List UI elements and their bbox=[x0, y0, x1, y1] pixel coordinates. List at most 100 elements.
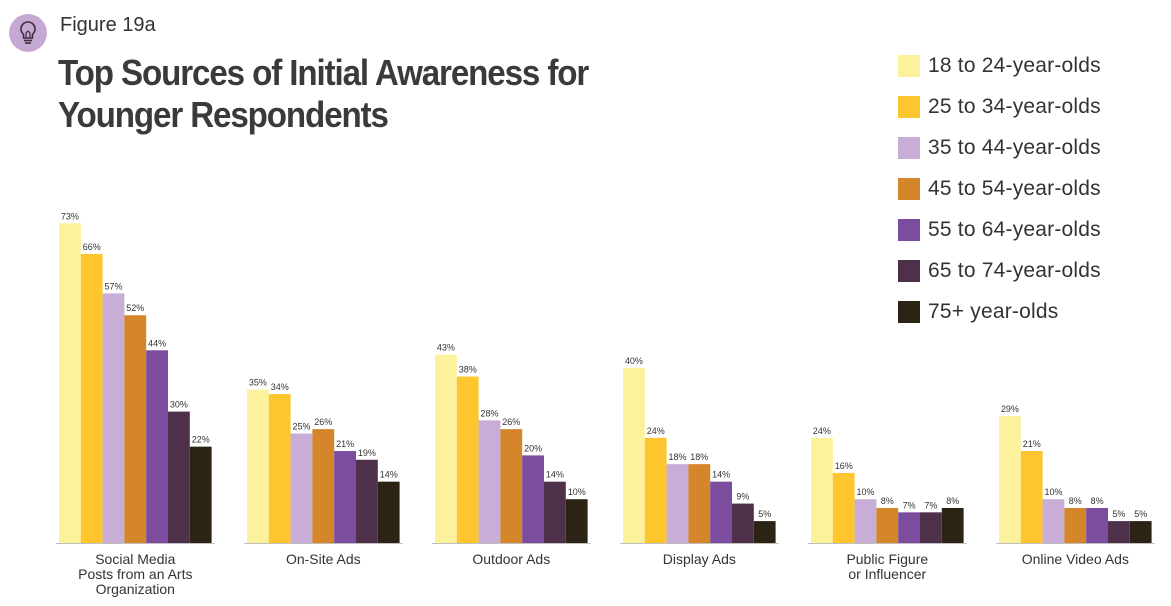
data-label: 52% bbox=[126, 303, 144, 313]
bar bbox=[522, 455, 544, 543]
bar bbox=[1129, 521, 1152, 543]
bar bbox=[102, 293, 125, 543]
bar bbox=[644, 437, 667, 543]
bar bbox=[565, 499, 588, 543]
data-label: 18% bbox=[690, 452, 708, 462]
data-label: 7% bbox=[924, 500, 937, 510]
bar bbox=[290, 433, 313, 543]
legend-label: 18 to 24-year-olds bbox=[928, 53, 1101, 77]
bar bbox=[334, 451, 356, 543]
legend-swatch bbox=[898, 54, 920, 77]
data-label: 24% bbox=[813, 426, 831, 436]
bar bbox=[811, 437, 833, 543]
bar bbox=[1064, 507, 1087, 543]
data-label: 14% bbox=[380, 470, 398, 480]
data-label: 26% bbox=[502, 417, 520, 427]
legend-label: 75+ year-olds bbox=[928, 299, 1059, 323]
data-label: 16% bbox=[835, 461, 853, 471]
data-label: 20% bbox=[524, 443, 542, 453]
bar bbox=[710, 481, 732, 543]
data-label: 10% bbox=[856, 487, 874, 497]
legend-swatch bbox=[898, 300, 920, 323]
legend-item: 18 to 24-year-olds bbox=[898, 45, 1101, 86]
bar bbox=[666, 464, 689, 543]
bar bbox=[1020, 451, 1043, 543]
bar bbox=[312, 429, 335, 543]
data-label: 40% bbox=[625, 356, 643, 366]
category-label: or Influencer bbox=[848, 566, 926, 582]
data-label: 21% bbox=[1023, 439, 1041, 449]
data-label: 24% bbox=[647, 426, 665, 436]
bar bbox=[854, 499, 877, 543]
data-label: 5% bbox=[758, 509, 771, 519]
data-label: 26% bbox=[314, 417, 332, 427]
data-label: 35% bbox=[249, 378, 267, 388]
data-label: 14% bbox=[546, 470, 564, 480]
icon-circle bbox=[9, 14, 47, 52]
bar bbox=[920, 512, 942, 543]
data-label: 43% bbox=[437, 343, 455, 353]
data-label: 5% bbox=[1112, 509, 1125, 519]
legend-item: 45 to 54-year-olds bbox=[898, 168, 1101, 209]
legend-swatch bbox=[898, 177, 920, 200]
bar bbox=[832, 472, 855, 543]
data-label: 8% bbox=[1091, 496, 1104, 506]
data-label: 66% bbox=[83, 242, 101, 252]
data-label: 18% bbox=[668, 452, 686, 462]
data-label: 8% bbox=[946, 496, 959, 506]
bar bbox=[435, 354, 457, 543]
category-label: Online Video Ads bbox=[1022, 551, 1129, 567]
data-label: 38% bbox=[459, 365, 477, 375]
legend: 18 to 24-year-olds 25 to 34-year-olds 35… bbox=[898, 45, 1101, 332]
data-label: 28% bbox=[480, 408, 498, 418]
category-label: On-Site Ads bbox=[286, 551, 361, 567]
data-label: 9% bbox=[736, 492, 749, 502]
bar bbox=[59, 223, 81, 543]
data-label: 21% bbox=[336, 439, 354, 449]
legend-item: 35 to 44-year-olds bbox=[898, 127, 1101, 168]
bar bbox=[753, 521, 776, 543]
bar bbox=[124, 315, 147, 543]
legend-item: 25 to 34-year-olds bbox=[898, 86, 1101, 127]
bar bbox=[478, 420, 501, 543]
chart-title-line-1: Top Sources of Initial Awareness for bbox=[58, 52, 589, 93]
data-label: 44% bbox=[148, 338, 166, 348]
data-label: 5% bbox=[1134, 509, 1147, 519]
chart-title-line-2: Younger Respondents bbox=[58, 94, 389, 135]
data-label: 8% bbox=[1069, 496, 1082, 506]
data-label: 14% bbox=[712, 470, 730, 480]
legend-item: 55 to 64-year-olds bbox=[898, 209, 1101, 250]
figure-label: Figure 19a bbox=[60, 14, 156, 36]
data-label: 25% bbox=[292, 422, 310, 432]
legend-label: 35 to 44-year-olds bbox=[928, 135, 1101, 159]
bar bbox=[898, 512, 920, 543]
lightbulb-icon bbox=[9, 14, 47, 52]
bar bbox=[623, 367, 645, 543]
bar bbox=[500, 429, 523, 543]
bar bbox=[999, 415, 1021, 543]
data-label: 10% bbox=[1044, 487, 1062, 497]
data-label: 34% bbox=[271, 382, 289, 392]
bar bbox=[1108, 521, 1130, 543]
bar bbox=[80, 253, 103, 544]
bar bbox=[146, 350, 168, 543]
data-label: 10% bbox=[568, 487, 586, 497]
bar bbox=[1086, 507, 1108, 543]
bar bbox=[168, 411, 190, 543]
bar bbox=[1042, 499, 1065, 543]
chart-title: Top Sources of Initial Awareness for You… bbox=[58, 52, 628, 136]
category-label: Social Media bbox=[95, 551, 175, 567]
bar bbox=[456, 376, 479, 543]
category-label: Posts from an Arts bbox=[78, 566, 192, 582]
bar bbox=[688, 464, 711, 543]
data-label: 7% bbox=[903, 500, 916, 510]
legend-label: 55 to 64-year-olds bbox=[928, 217, 1101, 241]
category-label: Organization bbox=[96, 581, 175, 597]
legend-swatch bbox=[898, 218, 920, 241]
legend-swatch bbox=[898, 259, 920, 282]
bar bbox=[377, 481, 400, 543]
category-label: Outdoor Ads bbox=[472, 551, 550, 567]
legend-label: 45 to 54-year-olds bbox=[928, 176, 1101, 200]
bar bbox=[268, 394, 291, 543]
